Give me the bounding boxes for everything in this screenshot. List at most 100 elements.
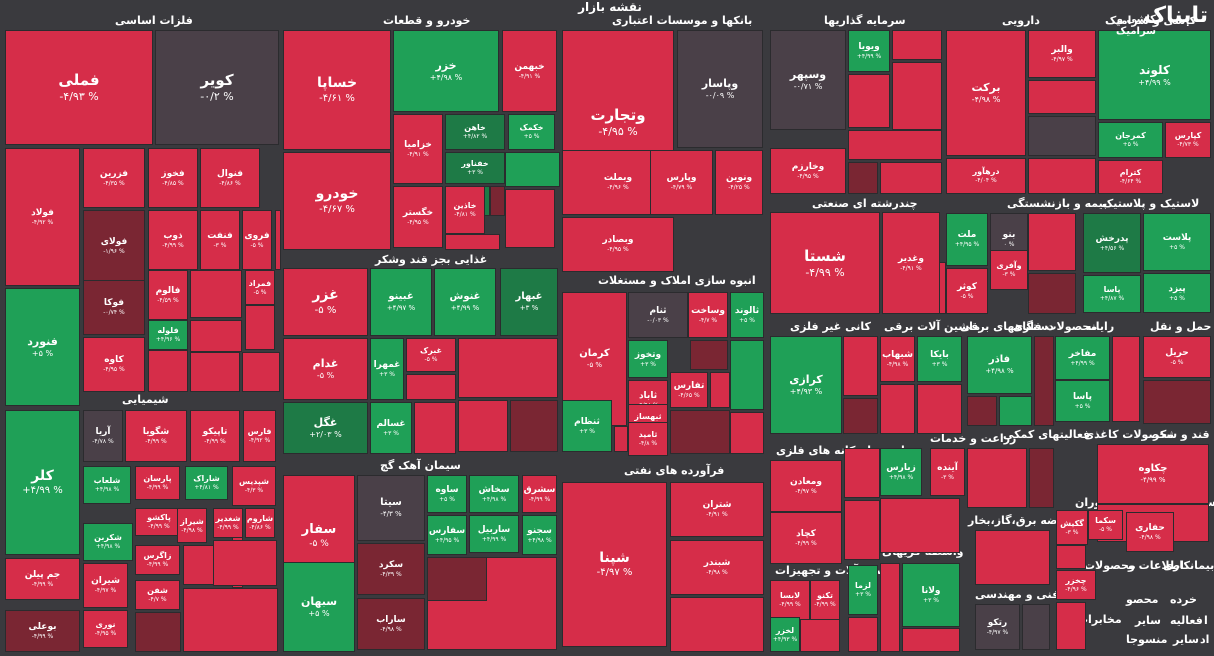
stock-tile-unlabeled[interactable] xyxy=(245,305,275,350)
stock-tile-unlabeled[interactable] xyxy=(148,350,188,392)
stock-tile[interactable]: چکاوه -۴/۹۹ % xyxy=(1097,444,1209,504)
stock-tile-unlabeled[interactable] xyxy=(190,320,242,352)
stock-tile-unlabeled[interactable] xyxy=(848,162,878,194)
stock-tile[interactable]: ساربیل +۴/۹۹ % xyxy=(469,515,519,553)
stock-tile[interactable]: غبهار +۳ % xyxy=(500,268,558,336)
stock-tile[interactable]: ملت +۴/۹۵ % xyxy=(946,213,988,266)
stock-tile-unlabeled[interactable] xyxy=(880,162,942,194)
stock-tile-unlabeled[interactable] xyxy=(458,400,508,452)
stock-tile[interactable]: خگستر -۴/۹۵ % xyxy=(393,186,443,248)
stock-tile[interactable]: پیزد +۵ % xyxy=(1143,273,1211,313)
stock-tile[interactable]: کویر -۰/۲ % xyxy=(155,30,279,145)
stock-tile[interactable]: غبرک -۵ % xyxy=(406,338,456,372)
stock-tile[interactable]: سیتا -۴/۳ % xyxy=(357,475,425,541)
stock-tile-unlabeled[interactable] xyxy=(1028,158,1096,194)
stock-tile-unlabeled[interactable] xyxy=(670,597,764,652)
stock-tile-unlabeled[interactable] xyxy=(510,400,558,452)
stock-tile-unlabeled[interactable] xyxy=(880,563,900,652)
stock-tile-unlabeled[interactable] xyxy=(242,352,280,392)
stock-tile-unlabeled[interactable] xyxy=(917,384,962,434)
stock-tile[interactable]: شاروم -۴/۸۶ % xyxy=(245,508,275,538)
stock-tile[interactable]: ساوه +۵ % xyxy=(427,475,467,513)
stock-tile[interactable]: غگل +۲/۰۳ % xyxy=(283,402,368,454)
stock-tile-unlabeled[interactable] xyxy=(458,338,558,398)
stock-tile[interactable]: شتران -۴/۹۱ % xyxy=(670,482,764,537)
stock-tile-unlabeled[interactable] xyxy=(1034,336,1054,426)
stock-tile-unlabeled[interactable] xyxy=(690,340,728,370)
stock-tile[interactable]: کپارس -۴/۷۳ % xyxy=(1165,122,1211,158)
stock-tile[interactable]: حریل -۵ % xyxy=(1143,336,1211,378)
stock-tile[interactable]: ومعادن -۴/۹۷ % xyxy=(770,460,842,512)
stock-tile-unlabeled[interactable] xyxy=(892,62,942,130)
stock-tile[interactable]: فوکا -۰/۷۴ % xyxy=(83,280,145,335)
stock-tile[interactable]: گکیش -۳ % xyxy=(1056,510,1088,545)
stock-tile[interactable]: خودرو -۴/۶۷ % xyxy=(283,152,391,250)
stock-tile[interactable]: سبهان +۵ % xyxy=(283,562,355,652)
stock-tile[interactable]: آینده -۳ % xyxy=(930,448,965,496)
stock-tile-unlabeled[interactable] xyxy=(880,498,960,553)
stock-tile[interactable]: خبهمن -۴/۹۱ % xyxy=(502,30,557,112)
stock-tile[interactable]: ولانا +۳ % xyxy=(902,563,960,627)
stock-tile[interactable]: خاذین -۴/۸۱ % xyxy=(445,186,485,234)
stock-tile-unlabeled[interactable] xyxy=(844,448,880,498)
stock-tile[interactable]: نوری -۴/۹۵ % xyxy=(83,610,128,648)
stock-tile[interactable]: چخزر -۴/۹۶ % xyxy=(1056,570,1096,600)
stock-tile[interactable]: کترام -۴/۶۴ % xyxy=(1098,160,1163,194)
stock-tile[interactable]: والبر -۴/۹۷ % xyxy=(1028,30,1096,78)
stock-tile[interactable]: کمرجان +۵ % xyxy=(1098,122,1163,158)
stock-tile-unlabeled[interactable] xyxy=(190,352,240,392)
stock-tile[interactable]: شغدیر -۴/۹۹ % xyxy=(213,508,243,538)
stock-tile[interactable]: سجنو +۴/۹۸ % xyxy=(522,515,557,555)
stock-tile[interactable]: بایکا +۳ % xyxy=(917,336,962,382)
stock-tile-unlabeled[interactable] xyxy=(427,557,487,601)
stock-tile[interactable]: فخوز -۴/۸۵ % xyxy=(148,148,198,208)
stock-tile[interactable]: سکما -۵ % xyxy=(1088,510,1123,540)
stock-tile[interactable]: ثنام -۰/۰۳ % xyxy=(628,292,688,338)
stock-tile[interactable]: سکرد -۴/۳۹ % xyxy=(357,543,425,595)
stock-tile-unlabeled[interactable] xyxy=(902,628,960,652)
stock-tile[interactable]: ثامید -۴/۸ % xyxy=(628,422,668,456)
stock-tile[interactable]: شگویا -۴/۹۹ % xyxy=(125,410,187,462)
stock-tile[interactable]: شکربن +۴/۹۸ % xyxy=(83,523,133,561)
stock-tile-unlabeled[interactable] xyxy=(414,402,456,454)
stock-tile-unlabeled[interactable] xyxy=(843,336,878,396)
stock-tile-unlabeled[interactable] xyxy=(892,30,942,60)
stock-tile[interactable]: کرازی +۴/۹۳ % xyxy=(770,336,842,434)
stock-tile[interactable]: فالوم -۴/۵۹ % xyxy=(148,270,188,320)
stock-tile-unlabeled[interactable] xyxy=(730,412,764,454)
stock-tile[interactable]: کلر +۴/۹۹ % xyxy=(5,410,80,555)
stock-tile[interactable]: ثنظام +۳ % xyxy=(562,400,612,452)
stock-tile[interactable]: ساراب -۴/۹۸ % xyxy=(357,598,425,650)
stock-tile[interactable]: غزر -۵ % xyxy=(283,268,368,336)
stock-tile[interactable]: برکت -۴/۹۸ % xyxy=(946,30,1026,156)
stock-tile[interactable]: سفارس +۴/۹۵ % xyxy=(427,515,467,555)
stock-tile[interactable]: کلوند +۴/۹۹ % xyxy=(1098,30,1211,120)
stock-tile-unlabeled[interactable] xyxy=(1028,80,1096,114)
stock-tile-unlabeled[interactable] xyxy=(1112,336,1140,422)
stock-tile-unlabeled[interactable] xyxy=(213,540,277,586)
stock-tile-unlabeled[interactable] xyxy=(843,398,878,434)
stock-tile[interactable]: خزامیا -۴/۹۱ % xyxy=(393,114,443,184)
stock-tile[interactable]: خفناور +۳ % xyxy=(445,152,505,184)
stock-tile[interactable]: درهآور -۴/۰۴ % xyxy=(946,158,1026,194)
stock-tile-unlabeled[interactable] xyxy=(1056,545,1086,569)
stock-tile-unlabeled[interactable] xyxy=(614,426,628,452)
stock-tile-unlabeled[interactable] xyxy=(1028,116,1096,156)
stock-tile-unlabeled[interactable] xyxy=(880,384,915,434)
stock-tile[interactable]: تفارس -۴/۶۵ % xyxy=(670,372,708,408)
stock-tile-unlabeled[interactable] xyxy=(975,530,1050,585)
stock-tile-unlabeled[interactable] xyxy=(1056,602,1086,650)
stock-tile[interactable]: زاگرس -۴/۹۹ % xyxy=(135,545,180,575)
stock-tile[interactable]: پاکشو -۴/۹۹ % xyxy=(135,508,183,536)
stock-tile-unlabeled[interactable] xyxy=(183,588,278,652)
stock-tile[interactable]: فنفت -۳ % xyxy=(200,210,240,270)
stock-tile[interactable]: غدام -۵ % xyxy=(283,338,368,400)
stock-tile-unlabeled[interactable] xyxy=(135,612,181,652)
stock-tile[interactable]: پلاست +۵ % xyxy=(1143,213,1211,271)
stock-tile[interactable]: حفاری -۴/۹۸ % xyxy=(1126,512,1174,552)
stock-tile[interactable]: ویویا +۴/۹۹ % xyxy=(848,30,890,72)
stock-tile[interactable]: لخزر +۴/۹۳ % xyxy=(770,617,800,652)
stock-tile[interactable]: شپدیس -۴/۳ % xyxy=(232,466,276,506)
stock-tile[interactable]: وسپهر -۰/۷۱ % xyxy=(770,30,846,130)
stock-tile[interactable]: رتکو -۴/۹۷ % xyxy=(975,604,1020,650)
